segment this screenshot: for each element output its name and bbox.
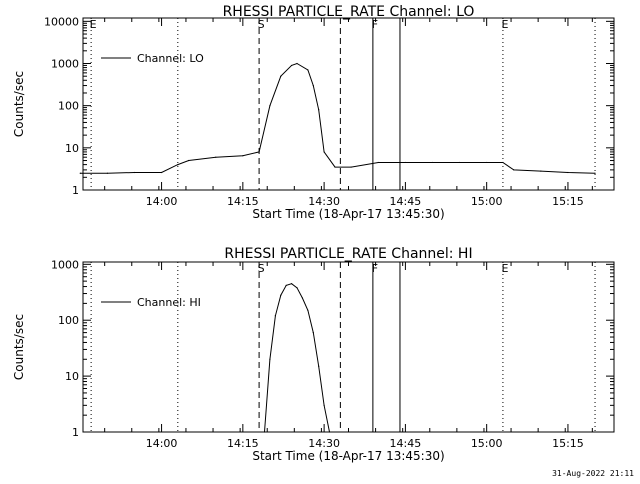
legend-label: Channel: LO bbox=[137, 52, 204, 65]
data-point bbox=[269, 358, 271, 360]
data-point bbox=[133, 171, 136, 174]
data-point bbox=[285, 284, 287, 286]
x-tick-label: 14:00 bbox=[146, 437, 178, 450]
y-tick-label: 10000 bbox=[44, 15, 79, 28]
data-point bbox=[486, 161, 488, 164]
chart-2: RHESSI PARTICLE_RATE Channel: HI 1 10 100 10… bbox=[12, 246, 615, 463]
data-point bbox=[323, 404, 325, 406]
time-marker-label: E bbox=[501, 262, 508, 275]
x-tick-label: 15:15 bbox=[552, 437, 584, 450]
data-point bbox=[263, 431, 266, 433]
data-point bbox=[296, 287, 298, 289]
data-point bbox=[377, 161, 379, 164]
plot-frame bbox=[82, 261, 615, 433]
data-point bbox=[274, 315, 276, 317]
data-point bbox=[312, 84, 314, 87]
x-tick-label: 14:30 bbox=[308, 437, 340, 450]
data-point bbox=[318, 109, 320, 111]
time-marker-label: F bbox=[372, 262, 378, 275]
x-tick-label: 14:30 bbox=[308, 195, 340, 208]
x-axis-label: Start Time (18-Apr-17 13:45:30) bbox=[252, 449, 444, 463]
chart-title: RHESSI PARTICLE_RATE Channel: HI bbox=[224, 246, 472, 262]
x-tick-label: 14:15 bbox=[227, 195, 259, 208]
time-marker-label: E bbox=[90, 18, 97, 31]
data-point bbox=[318, 365, 320, 367]
data-point bbox=[269, 105, 271, 107]
legend-label: Channel: HI bbox=[137, 296, 201, 309]
x-tick-label: 14:45 bbox=[390, 437, 422, 450]
data-point bbox=[540, 170, 542, 172]
time-marker-label: F bbox=[372, 18, 378, 31]
data-point bbox=[404, 161, 406, 164]
y-tick-label: 1000 bbox=[51, 58, 79, 71]
data-point bbox=[242, 155, 244, 157]
x-tick-label: 14:45 bbox=[390, 195, 422, 208]
x-tick-label: 15:15 bbox=[552, 195, 584, 208]
data-point bbox=[323, 151, 325, 153]
plot-frame bbox=[82, 17, 615, 191]
data-point bbox=[350, 166, 352, 168]
y-axis-label: Counts/sec bbox=[12, 314, 26, 380]
data-point bbox=[177, 164, 179, 166]
y-tick-label: 1000 bbox=[51, 258, 79, 271]
data-series-line bbox=[264, 283, 330, 433]
data-point bbox=[301, 297, 304, 299]
chart-title: RHESSI PARTICLE_RATE Channel: LO bbox=[223, 4, 475, 20]
data-point bbox=[307, 309, 309, 311]
chart-1: RHESSI PARTICLE_RATE Channel: LO 1 10 100 10… bbox=[12, 4, 615, 221]
data-point bbox=[106, 172, 108, 174]
timestamp-label: 31-Aug-2022 21:11 bbox=[552, 469, 634, 478]
x-tick-label: 14:00 bbox=[146, 195, 178, 208]
x-tick-label: 15:00 bbox=[471, 437, 503, 450]
y-tick-label: 10 bbox=[65, 142, 79, 155]
y-tick-label: 1 bbox=[72, 426, 79, 439]
data-point bbox=[502, 161, 504, 164]
data-point bbox=[291, 283, 293, 285]
y-tick-label: 10 bbox=[65, 370, 79, 383]
data-point bbox=[458, 161, 461, 164]
time-marker-label: S bbox=[258, 262, 265, 275]
y-tick-label: 1 bbox=[72, 184, 79, 197]
x-tick-label: 15:00 bbox=[471, 195, 503, 208]
y-tick-label: 100 bbox=[58, 314, 79, 327]
data-point bbox=[215, 156, 217, 158]
y-tick-label: 100 bbox=[58, 100, 79, 113]
data-series-line bbox=[80, 62, 596, 174]
data-point bbox=[334, 166, 336, 168]
data-point bbox=[328, 431, 331, 433]
data-point bbox=[291, 64, 293, 67]
data-point bbox=[280, 294, 282, 296]
time-marker-label: E bbox=[501, 18, 508, 31]
x-tick-label: 14:15 bbox=[227, 437, 259, 450]
data-point bbox=[567, 171, 569, 174]
data-point bbox=[258, 151, 260, 153]
data-point bbox=[513, 169, 515, 171]
data-point bbox=[79, 172, 81, 174]
time-marker-label: S bbox=[258, 18, 265, 31]
data-point bbox=[307, 69, 309, 71]
data-point bbox=[160, 171, 163, 174]
data-point bbox=[594, 172, 596, 174]
x-axis-label: Start Time (18-Apr-17 13:45:30) bbox=[252, 207, 444, 221]
data-point bbox=[431, 161, 434, 164]
data-point bbox=[280, 75, 282, 77]
data-point bbox=[296, 62, 298, 65]
data-point bbox=[312, 332, 314, 334]
y-axis-label: Counts/sec bbox=[12, 71, 26, 137]
data-point bbox=[188, 159, 190, 162]
